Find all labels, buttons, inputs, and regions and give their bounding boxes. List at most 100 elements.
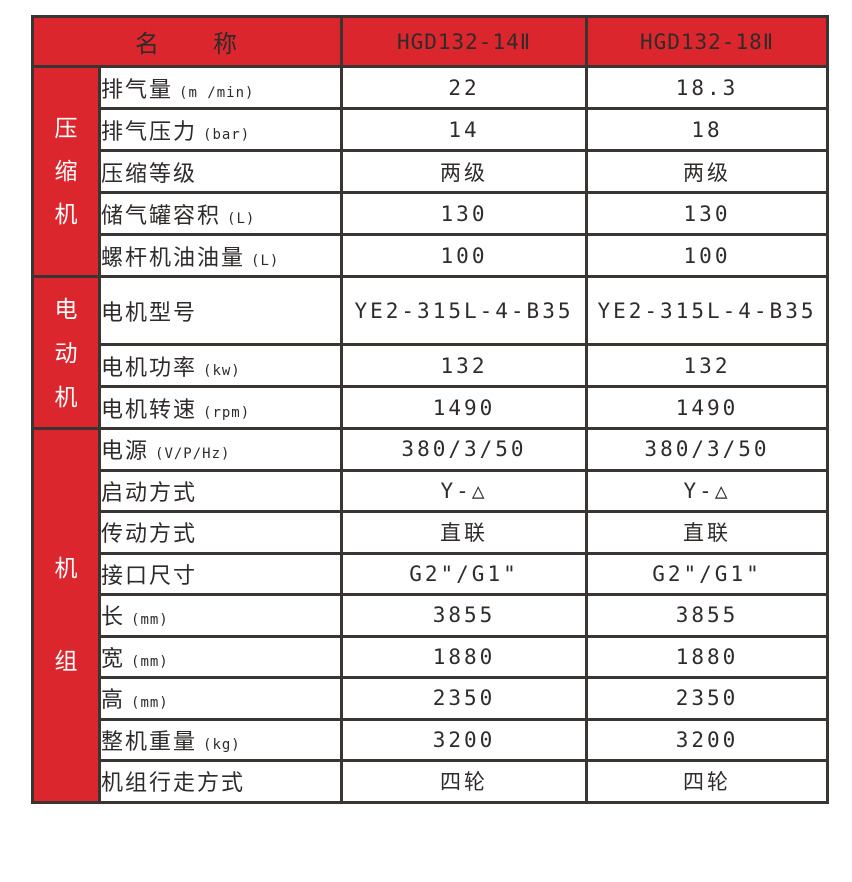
row-value-model2: 两级 bbox=[585, 149, 829, 194]
row-label-text: 机组行走方式 bbox=[101, 770, 246, 796]
row-label: 启动方式 bbox=[98, 468, 343, 513]
row-value-model1: Y-△ bbox=[340, 468, 588, 513]
table-row: 长 (mm) 3855 3855 bbox=[33, 593, 829, 638]
header-name: 名 称 bbox=[31, 15, 343, 68]
row-value-model2: 132 bbox=[585, 343, 829, 388]
row-unit: (kg) bbox=[203, 736, 241, 753]
row-unit: (mm) bbox=[131, 653, 169, 670]
header-model-2: HGD132-18Ⅱ bbox=[585, 15, 829, 68]
row-value-model1: 3200 bbox=[340, 717, 588, 762]
table-row: 螺杆机油油量 (L) 100 100 bbox=[33, 233, 829, 278]
row-label-text: 长 bbox=[101, 604, 126, 630]
row-unit: (L) bbox=[251, 252, 280, 269]
row-value-model2: YE2-315L-4-B35 bbox=[585, 275, 829, 346]
row-value-model1: 两级 bbox=[340, 149, 588, 194]
section-label-text: 机组 bbox=[54, 555, 78, 675]
row-value-model1: 380/3/50 bbox=[340, 427, 588, 472]
row-label: 储气罐容积 (L) bbox=[98, 191, 343, 236]
row-label: 电源 (V/P/Hz) bbox=[98, 427, 343, 472]
table-header-row: 名 称 HGD132-14Ⅱ HGD132-18Ⅱ bbox=[31, 15, 829, 68]
table-row: 储气罐容积 (L) 130 130 bbox=[33, 191, 829, 236]
row-label-text: 螺杆机油油量 bbox=[101, 244, 246, 270]
row-unit: (bar) bbox=[203, 126, 251, 143]
row-value-model2: 四轮 bbox=[585, 759, 829, 804]
table-row: 压缩机 排气量 (m /min) 22 18.3 bbox=[31, 65, 829, 278]
row-label: 电机功率 (kw) bbox=[98, 343, 343, 388]
table-row: 压缩等级 两级 两级 bbox=[33, 149, 829, 194]
row-label: 传动方式 bbox=[98, 510, 343, 555]
row-label-text: 储气罐容积 bbox=[101, 202, 222, 228]
table-row: 接口尺寸 G2"/G1" G2"/G1" bbox=[33, 551, 829, 596]
row-unit: (mm) bbox=[131, 612, 169, 629]
row-value-model2: 2350 bbox=[585, 676, 829, 721]
row-label: 长 (mm) bbox=[98, 593, 343, 638]
table-row: 电机转速 (rpm) 1490 1490 bbox=[33, 385, 829, 430]
table-row: 整机重量 (kg) 3200 3200 bbox=[33, 717, 829, 762]
row-label: 整机重量 (kg) bbox=[98, 717, 343, 762]
row-label-text: 启动方式 bbox=[101, 479, 198, 505]
row-value-model2: 380/3/50 bbox=[585, 427, 829, 472]
section-label-motor: 电动机 bbox=[31, 275, 101, 430]
section-label-text: 压缩机 bbox=[54, 115, 78, 227]
row-value-model1: 100 bbox=[340, 233, 588, 278]
row-value-model1: 130 bbox=[340, 191, 588, 236]
row-label-text: 电机型号 bbox=[101, 299, 198, 325]
row-value-model1: 3855 bbox=[340, 593, 588, 638]
row-label: 排气压力 (bar) bbox=[98, 107, 343, 152]
section-label-text: 电动机 bbox=[54, 295, 78, 410]
row-label: 宽 (mm) bbox=[98, 634, 343, 679]
row-value-model1: 直联 bbox=[340, 510, 588, 555]
row-label-text: 排气压力 bbox=[101, 118, 198, 144]
table-row: 排气压力 (bar) 14 18 bbox=[33, 107, 829, 152]
row-value-model2: Y-△ bbox=[585, 468, 829, 513]
table-row: 机组 电源 (V/P/Hz) 380/3/50 380/3/50 bbox=[31, 427, 829, 804]
table-row: 启动方式 Y-△ Y-△ bbox=[33, 468, 829, 513]
row-label-text: 整机重量 bbox=[101, 728, 198, 754]
row-value-model1: 2350 bbox=[340, 676, 588, 721]
row-unit: (m /min) bbox=[179, 84, 255, 101]
row-unit: (L) bbox=[227, 210, 256, 227]
row-label-text: 传动方式 bbox=[101, 521, 198, 547]
row-label-text: 电机功率 bbox=[101, 354, 198, 380]
row-label-text: 电源 bbox=[101, 438, 150, 464]
row-label-text: 高 bbox=[101, 687, 126, 713]
table-row: 传动方式 直联 直联 bbox=[33, 510, 829, 555]
row-label: 接口尺寸 bbox=[98, 551, 343, 596]
table-row: 电机功率 (kw) 132 132 bbox=[33, 343, 829, 388]
row-value-model2: 18 bbox=[585, 107, 829, 152]
row-value-model1: G2"/G1" bbox=[340, 551, 588, 596]
row-label: 压缩等级 bbox=[98, 149, 343, 194]
row-unit: (kw) bbox=[203, 362, 241, 379]
row-value-model2: 18.3 bbox=[585, 65, 829, 110]
row-label-text: 电机转速 bbox=[101, 396, 198, 422]
row-unit: (V/P/Hz) bbox=[155, 446, 231, 463]
table-row: 宽 (mm) 1880 1880 bbox=[33, 634, 829, 679]
row-label: 机组行走方式 bbox=[98, 759, 343, 804]
row-unit: (mm) bbox=[131, 695, 169, 712]
row-label-text: 压缩等级 bbox=[101, 160, 198, 186]
row-value-model2: 3855 bbox=[585, 593, 829, 638]
row-value-model2: 3200 bbox=[585, 717, 829, 762]
row-value-model2: 1880 bbox=[585, 634, 829, 679]
table-row: 高 (mm) 2350 2350 bbox=[33, 676, 829, 721]
row-unit: (rpm) bbox=[203, 404, 251, 421]
row-value-model2: 1490 bbox=[585, 385, 829, 430]
spec-table: 名 称 HGD132-14Ⅱ HGD132-18Ⅱ 压缩机 排气量 (m /min… bbox=[31, 15, 829, 804]
row-value-model1: 四轮 bbox=[340, 759, 588, 804]
section-label-unit: 机组 bbox=[31, 427, 101, 804]
row-value-model1: 1490 bbox=[340, 385, 588, 430]
row-value-model2: 100 bbox=[585, 233, 829, 278]
row-label-text: 排气量 bbox=[101, 76, 174, 102]
row-label-text: 接口尺寸 bbox=[101, 562, 198, 588]
table-row: 电动机 电机型号 YE2-315L-4-B35 YE2-315L-4-B35 bbox=[31, 275, 829, 430]
row-value-model1: YE2-315L-4-B35 bbox=[340, 275, 588, 346]
row-value-model1: 14 bbox=[340, 107, 588, 152]
table-row: 机组行走方式 四轮 四轮 bbox=[33, 759, 829, 804]
row-label: 排气量 (m /min) bbox=[98, 65, 343, 110]
header-model-1: HGD132-14Ⅱ bbox=[340, 15, 588, 68]
row-label: 螺杆机油油量 (L) bbox=[98, 233, 343, 278]
row-label-text: 宽 bbox=[101, 645, 126, 671]
row-label: 高 (mm) bbox=[98, 676, 343, 721]
row-label: 电机转速 (rpm) bbox=[98, 385, 343, 430]
row-value-model2: 直联 bbox=[585, 510, 829, 555]
